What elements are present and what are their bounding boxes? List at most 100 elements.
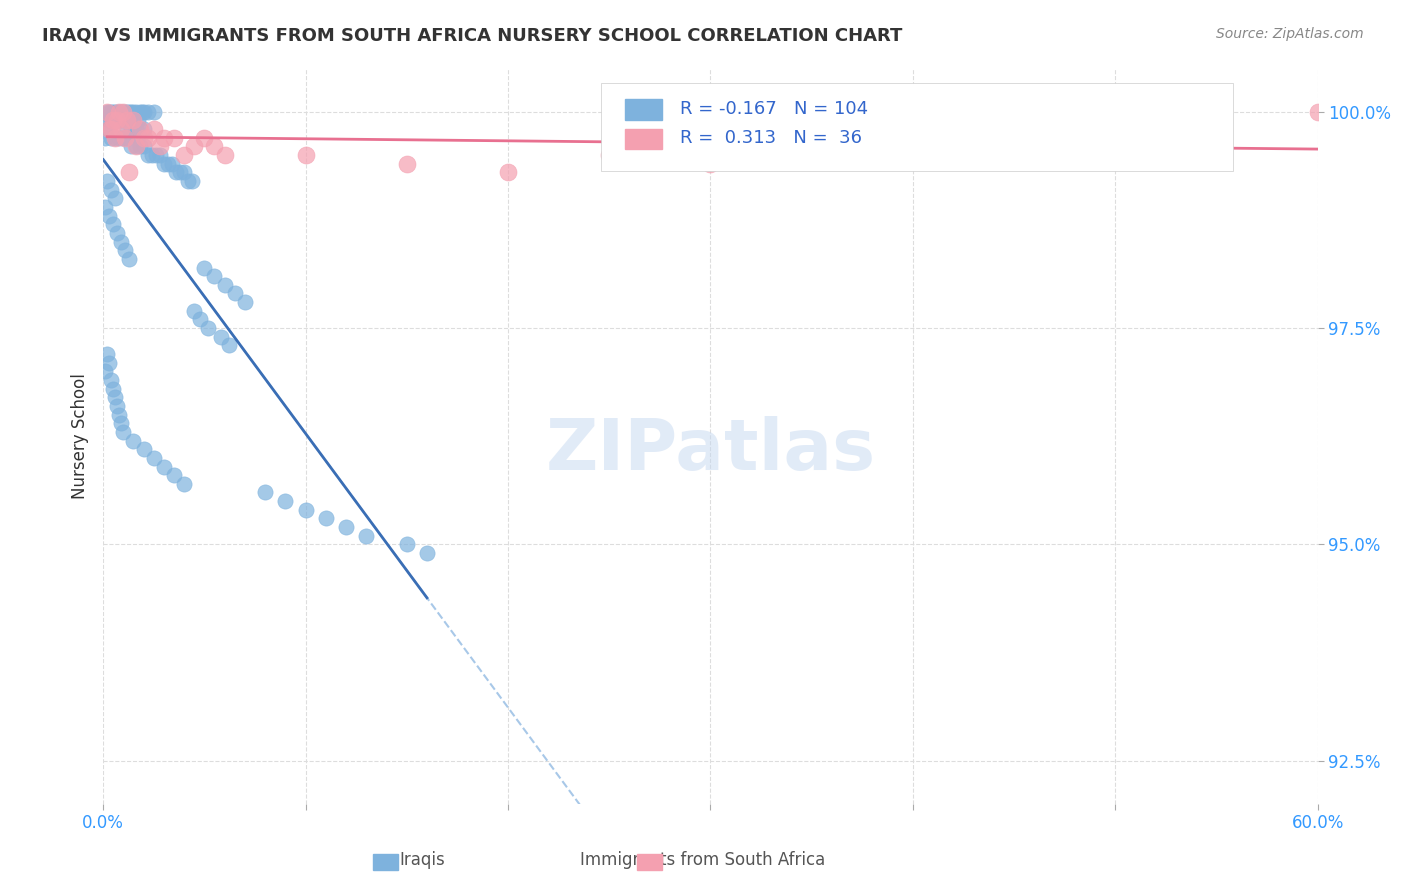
Point [117,122,139,136]
Point [112,104,135,119]
Point [105,399,128,413]
Point [114,104,136,119]
Point [294,503,316,517]
Point [153,459,176,474]
Point [233,295,256,310]
Point [103,217,125,231]
Point [163,468,186,483]
Point [121,139,143,153]
Point [274,494,297,508]
FancyBboxPatch shape [600,83,1233,171]
Point [131,104,153,119]
Point [118,252,141,266]
Point [153,130,176,145]
Point [117,113,139,128]
Point [354,529,377,543]
Point [100,113,122,128]
Point [598,148,620,162]
Point [114,244,136,258]
Point [108,104,131,119]
Point [183,303,205,318]
Point [145,148,167,162]
Point [136,104,159,119]
Point [224,286,246,301]
Point [165,165,187,179]
Point [96,347,118,361]
Point [124,139,146,153]
Point [96,104,118,119]
Point [177,174,200,188]
Point [193,260,215,275]
Point [128,139,150,153]
Point [98,122,121,136]
Point [122,113,145,128]
Point [254,485,277,500]
Point [118,113,141,128]
Point [94,200,117,214]
Point [94,130,117,145]
Point [1205,130,1227,145]
Point [103,113,125,128]
Point [188,312,211,326]
Point [98,113,121,128]
Point [103,113,125,128]
Y-axis label: Nursery School: Nursery School [72,374,89,500]
Point [118,104,141,119]
Point [112,425,135,439]
Point [132,104,155,119]
Point [104,191,127,205]
Point [94,364,117,378]
Point [96,104,118,119]
Point [108,113,131,128]
Point [105,226,128,240]
Point [699,157,721,171]
Point [395,157,418,171]
Point [100,130,122,145]
Point [127,113,149,128]
Point [335,520,357,534]
Point [173,148,195,162]
Point [121,122,143,136]
Point [173,165,195,179]
Point [163,130,186,145]
Point [105,104,128,119]
Point [104,104,127,119]
Text: Source: ZipAtlas.com: Source: ZipAtlas.com [1216,27,1364,41]
Point [104,130,127,145]
Point [114,113,136,128]
Point [1306,104,1329,119]
Point [800,139,823,153]
Point [100,183,122,197]
Point [98,209,121,223]
Point [122,104,145,119]
Point [100,104,122,119]
Point [141,148,163,162]
Point [114,130,136,145]
Text: IRAQI VS IMMIGRANTS FROM SOUTH AFRICA NURSERY SCHOOL CORRELATION CHART: IRAQI VS IMMIGRANTS FROM SOUTH AFRICA NU… [42,27,903,45]
Point [214,148,236,162]
Point [132,139,155,153]
Point [121,104,143,119]
Point [315,511,337,525]
Point [96,122,118,136]
Point [108,104,131,119]
Point [118,165,141,179]
Point [122,434,145,448]
Point [112,104,135,119]
Point [169,165,191,179]
Point [142,122,165,136]
Point [98,104,121,119]
Point [110,235,132,249]
Point [156,157,179,171]
Point [98,356,121,370]
FancyBboxPatch shape [626,99,662,120]
Point [110,113,132,128]
Point [96,174,118,188]
Point [193,130,215,145]
Point [132,442,155,457]
Point [104,390,127,404]
Point [104,113,127,128]
Point [181,174,204,188]
Point [108,408,131,422]
Point [197,321,219,335]
